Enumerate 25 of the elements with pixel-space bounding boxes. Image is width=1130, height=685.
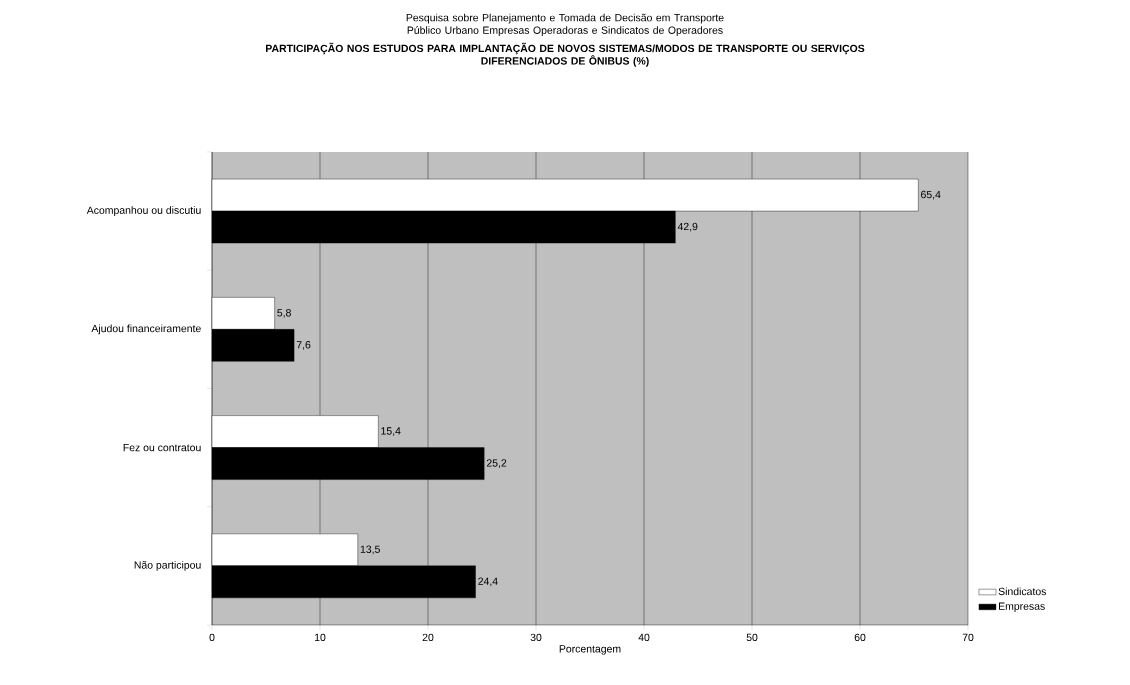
legend-label: Sindicatos — [998, 587, 1047, 596]
y-tick-label: Fez ou contratou — [123, 443, 201, 452]
x-tick-label: 60 — [854, 633, 866, 642]
x-tick-label: 10 — [314, 633, 326, 642]
data-label: 25,2 — [486, 459, 507, 468]
x-tick-label: 70 — [962, 633, 974, 642]
y-tick-label: Ajudou financeiramente — [91, 324, 201, 335]
y-tick-label: Acompanhou ou discutiu — [86, 206, 201, 216]
x-tick-label: 50 — [746, 633, 758, 642]
x-tick-label: 40 — [638, 633, 650, 642]
chart-subtitle: Pesquisa sobre Planejamento e Tomada de Decisão em Transporte Público Urbano Empresas Operadoras e Sindicatos de Operadores — [406, 13, 724, 36]
data-label: 7,6 — [296, 341, 311, 350]
x-tick-label: 20 — [422, 633, 434, 642]
legend-label: Empresas — [999, 602, 1045, 612]
x-tick-label: 30 — [530, 633, 542, 642]
data-label: 13,5 — [360, 545, 380, 555]
y-tick-label: Não participou — [134, 560, 201, 571]
x-tick-label: 0 — [209, 633, 215, 642]
data-label: 5,8 — [277, 309, 291, 318]
data-label: 15,4 — [381, 427, 401, 436]
x-axis-title: Porcentagem — [559, 645, 621, 655]
data-label: 24,4 — [478, 577, 498, 587]
chart-title: PARTICIPAÇÃO NOS ESTUDOS PARA IMPLANTAÇÃO DE NOVOS SISTEMAS/MODOS DE TRANSPORTE OU SERVIÇOS DIFERENCIADOS DE ÔNIBUS (%) — [266, 42, 865, 67]
data-label: 65,4 — [921, 190, 941, 200]
data-label: 42,9 — [677, 222, 698, 232]
